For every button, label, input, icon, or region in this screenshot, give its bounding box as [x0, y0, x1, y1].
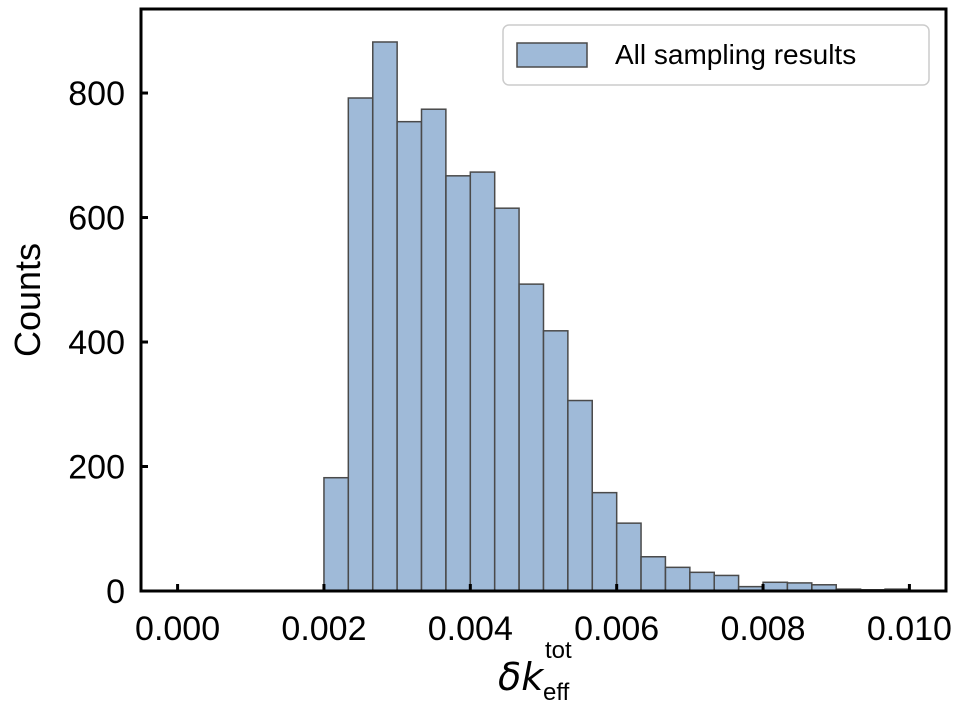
y-tick-label: 0 — [106, 573, 125, 611]
histogram-bar — [420, 108, 447, 592]
x-axis-label-symbol: δk — [498, 655, 545, 699]
x-axis-label-subscript: eff — [543, 679, 570, 706]
x-axis-label: δk eff tot — [498, 637, 572, 706]
histogram-bar — [542, 330, 569, 592]
histogram-bar — [567, 399, 593, 592]
histogram-bar — [664, 566, 691, 592]
histogram-bar — [518, 283, 545, 592]
legend-frame — [502, 24, 930, 86]
x-tick-label: 0.004 — [428, 610, 513, 648]
histogram-bar — [689, 571, 715, 592]
histogram-bar — [493, 207, 520, 592]
x-tick-label: 0.000 — [135, 610, 220, 648]
x-axis-label-superscript: tot — [545, 637, 572, 664]
histogram-bar — [372, 41, 398, 592]
histogram-bar — [445, 175, 472, 592]
histogram-bar — [591, 491, 618, 592]
x-axis-ticks: 0.000 0.002 0.004 0.006 0.008 0.010 — [135, 584, 952, 648]
y-tick-label: 600 — [68, 200, 125, 238]
histogram-bar — [347, 97, 374, 592]
legend-entry-label: All sampling results — [615, 39, 856, 70]
x-tick-label: 0.006 — [574, 610, 659, 648]
legend: All sampling results — [502, 24, 930, 86]
y-tick-label: 200 — [68, 449, 125, 487]
histogram-bar — [396, 120, 423, 592]
y-axis-ticks: 0 200 400 600 800 — [68, 75, 148, 611]
x-tick-label: 0.010 — [867, 610, 952, 648]
histogram-bars — [323, 41, 911, 592]
histogram-bar — [713, 574, 740, 592]
y-tick-label: 400 — [68, 324, 125, 362]
histogram-bar — [615, 522, 642, 592]
plot-frame — [139, 7, 948, 593]
x-tick-label: 0.008 — [720, 610, 805, 648]
x-tick-label: 0.002 — [281, 610, 366, 648]
histogram-bar — [323, 476, 350, 592]
y-axis-label: Counts — [7, 243, 48, 357]
histogram-bar — [469, 171, 496, 592]
legend-swatch — [516, 42, 588, 68]
y-tick-label: 800 — [68, 75, 125, 113]
histogram-bar — [640, 556, 667, 592]
